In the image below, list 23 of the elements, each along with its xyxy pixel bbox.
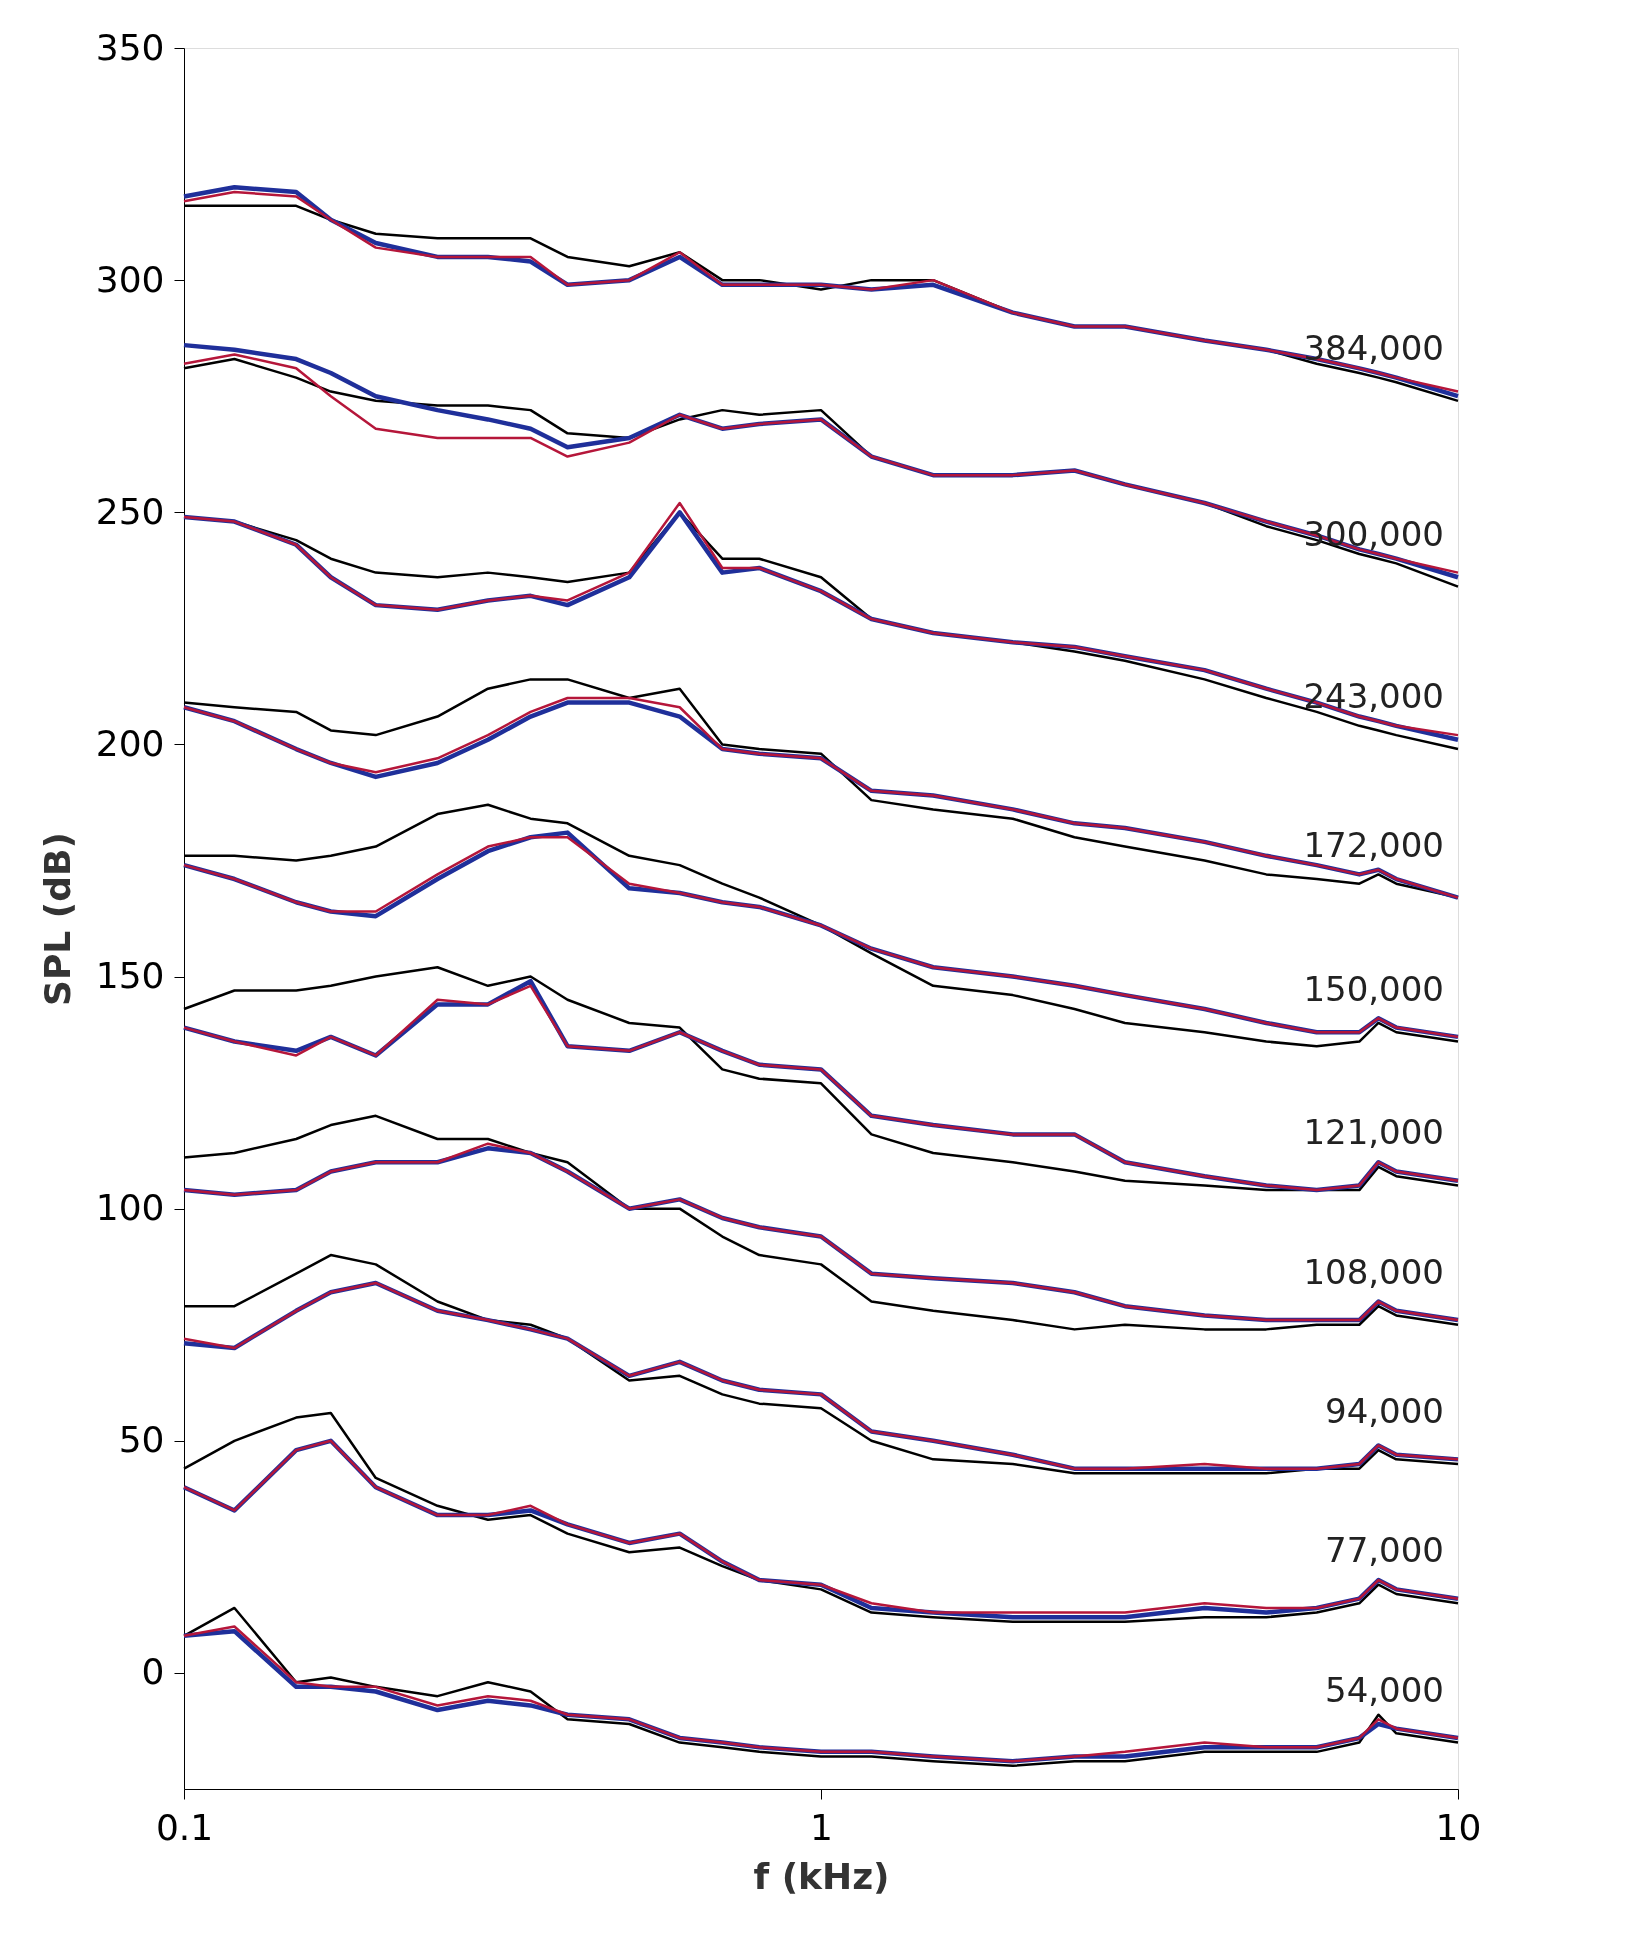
- x-tick-label: 0.1: [155, 1806, 214, 1848]
- x-tick-label: 10: [1435, 1806, 1482, 1848]
- annotation: 77,000: [1325, 1530, 1444, 1571]
- y-tick-label: 0: [141, 1651, 165, 1693]
- annotation: 150,000: [1303, 968, 1444, 1009]
- annotation: 384,000: [1303, 327, 1444, 368]
- y-tick-label: 150: [95, 955, 165, 997]
- y-tick-label: 300: [95, 258, 165, 300]
- annotation: 121,000: [1303, 1112, 1444, 1153]
- y-axis-title: SPL (dB): [36, 832, 78, 1006]
- annotation: 54,000: [1325, 1669, 1444, 1710]
- annotation: 108,000: [1303, 1251, 1444, 1292]
- x-tick-label: 1: [810, 1806, 833, 1848]
- annotation: 172,000: [1303, 824, 1444, 865]
- annotation: 243,000: [1303, 676, 1444, 717]
- y-tick-label: 200: [95, 722, 165, 764]
- y-tick-label: 350: [95, 26, 165, 68]
- x-axis-title: f (kHz): [753, 1855, 890, 1897]
- y-tick-label: 250: [95, 490, 165, 532]
- y-tick-label: 50: [118, 1419, 165, 1461]
- y-tick-label: 100: [95, 1187, 165, 1229]
- annotation: 300,000: [1303, 513, 1444, 554]
- annotation: 94,000: [1325, 1391, 1444, 1432]
